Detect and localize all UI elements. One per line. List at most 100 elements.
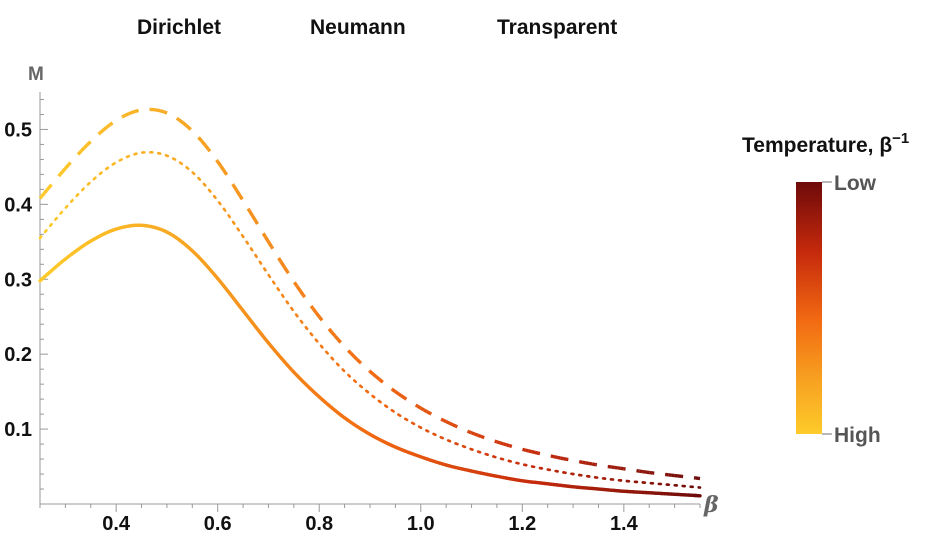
series-segment (524, 463, 530, 468)
series-segment (314, 311, 321, 318)
series-segment (546, 468, 553, 472)
x-tick-label: 1.0 (407, 513, 435, 535)
series-segment (582, 460, 587, 465)
series-segment (480, 434, 485, 440)
series-segment (254, 220, 261, 228)
series-segment (60, 167, 67, 174)
series-segment (550, 454, 555, 459)
series-segment (105, 165, 112, 171)
series-segment (340, 366, 346, 373)
legend-label-transparent: Transparent (497, 16, 617, 39)
series-segment (448, 421, 454, 427)
series-segment (477, 433, 482, 439)
series-segment (547, 453, 552, 458)
series-segment (575, 459, 580, 464)
series-segment (298, 289, 305, 297)
series-segment (537, 451, 542, 456)
series-segment (203, 143, 210, 151)
colorbar-top-label: Low (834, 172, 877, 195)
series-segment (163, 110, 168, 115)
series-segment (467, 429, 473, 435)
series-segment (518, 446, 523, 451)
series-segment (197, 176, 204, 183)
series-segment (540, 467, 546, 471)
series-segment (267, 273, 273, 281)
series-segment (454, 442, 461, 446)
series-segment (553, 455, 558, 460)
series-segment (169, 112, 175, 118)
series-segment (461, 427, 466, 432)
series-segment (317, 315, 324, 322)
series-segment (476, 450, 483, 454)
series-segment (235, 189, 242, 197)
series-segment (257, 225, 264, 233)
series-segment (394, 390, 400, 396)
series-segment (514, 461, 521, 465)
series-segment (337, 338, 343, 345)
series-segment (286, 301, 292, 309)
series-segment (184, 123, 191, 130)
series-segment (509, 444, 514, 449)
series-segment (409, 421, 416, 426)
series-segment (419, 426, 426, 431)
series-segment (86, 140, 92, 146)
series-segment (372, 372, 378, 379)
series-segment (435, 434, 442, 439)
series-segment (378, 378, 384, 384)
series-segment (70, 196, 77, 203)
series-segment (191, 170, 197, 177)
series-segment (222, 169, 229, 177)
series-segment (105, 123, 111, 129)
series-segment (64, 203, 70, 210)
series-segment (496, 440, 501, 445)
series-segment (346, 348, 353, 355)
series-segment (464, 428, 470, 434)
series-segment (257, 259, 264, 267)
series-segment (165, 154, 172, 159)
series-segment (371, 395, 378, 401)
series-segment (521, 447, 526, 452)
series-segment (197, 136, 204, 143)
series-segment (286, 271, 293, 278)
series-segment (216, 160, 223, 168)
series-segment (64, 163, 70, 170)
series-segment (191, 129, 197, 136)
series-segment (276, 287, 283, 295)
series-segment (549, 468, 556, 473)
series-segment (397, 413, 404, 418)
series-segment (138, 108, 142, 113)
series-segment (356, 358, 362, 364)
series-segment (276, 256, 283, 263)
series-segment (282, 266, 289, 273)
series-segment (156, 151, 162, 155)
series-segment (53, 175, 60, 182)
series-dirichlet (38, 223, 702, 498)
series-segment (555, 470, 562, 474)
series-segment (486, 437, 492, 442)
series-segment (454, 424, 460, 430)
series-segment (206, 147, 213, 155)
series-segment (70, 156, 77, 163)
axes: 0.4 0.6 0.8 1.0 1.2 1.4 0.1 0.2 0.3 0.4 0.5 M β (4, 64, 719, 535)
series-segment (419, 406, 425, 412)
series-segment (194, 132, 200, 139)
series-segment (486, 453, 492, 457)
series-segment (108, 121, 114, 127)
series-segment (406, 419, 413, 424)
y-tick-label: 0.1 (4, 419, 32, 441)
series-segment (308, 330, 315, 338)
series-segment (295, 285, 302, 292)
series-segment (362, 364, 368, 370)
series-segment (260, 230, 267, 238)
series-segment (99, 128, 105, 134)
series-segment (308, 303, 315, 310)
series-segment (591, 462, 596, 467)
series-segment (333, 334, 340, 341)
series-segment (232, 221, 239, 229)
series-segment (121, 113, 127, 119)
series-segment (187, 126, 194, 133)
series-segment (118, 157, 124, 162)
series-segment (38, 234, 44, 240)
series-segment (251, 215, 258, 223)
series-segment (435, 415, 441, 420)
